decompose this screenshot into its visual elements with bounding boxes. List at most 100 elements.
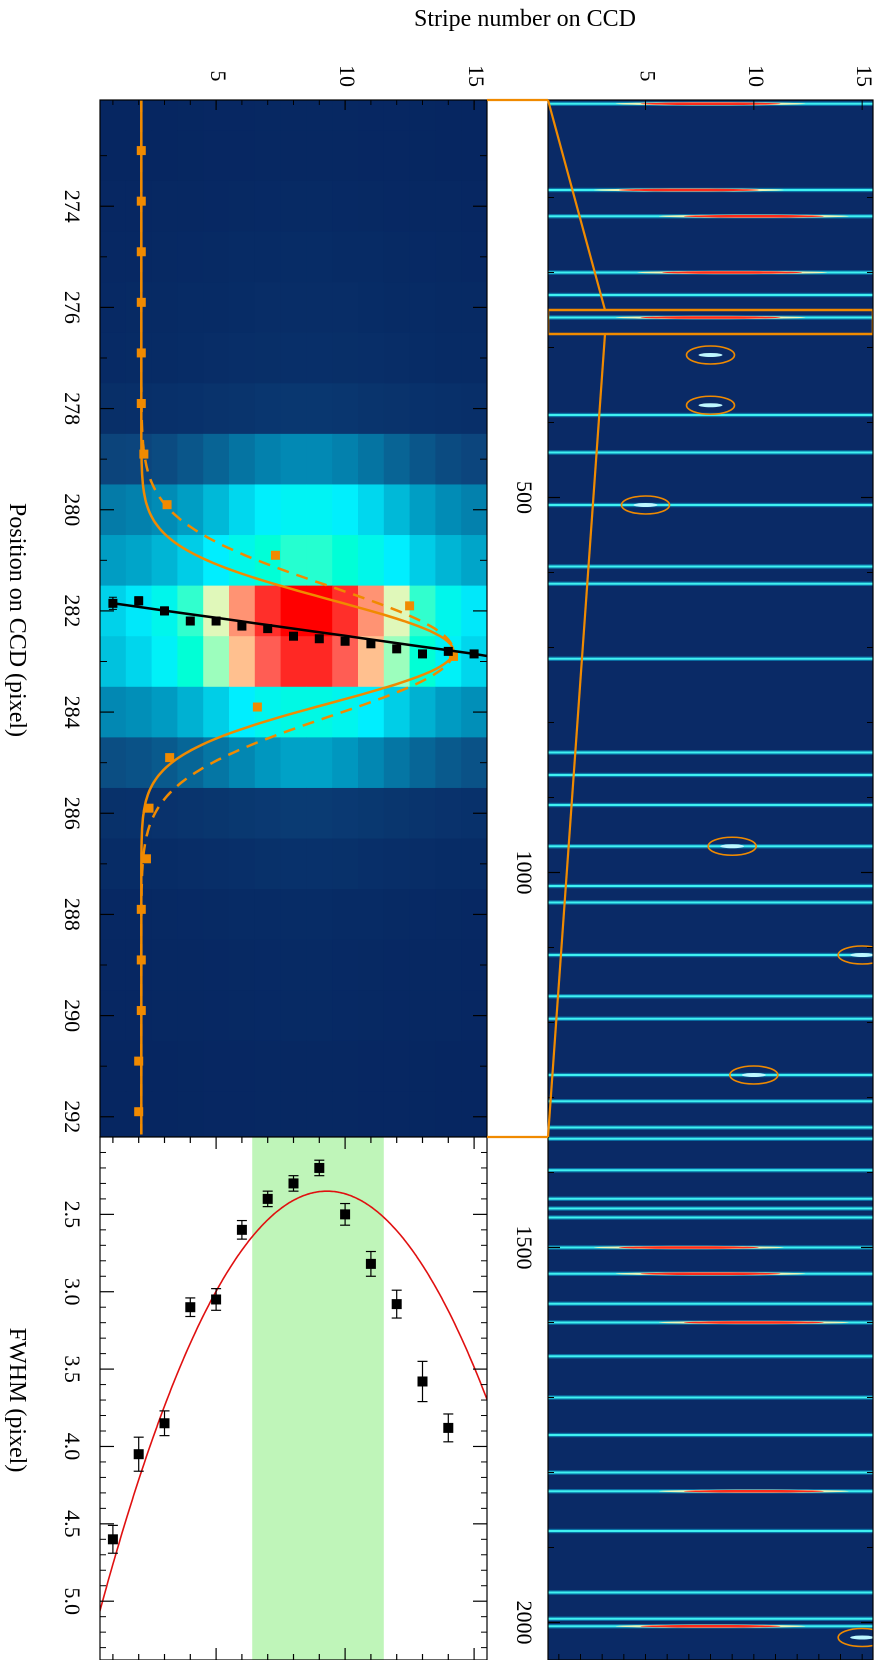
overview-line	[548, 504, 873, 506]
zoom-heatmap-cell	[435, 889, 462, 941]
zoom-heatmap-cell	[177, 787, 204, 840]
zoom-heatmap-cell	[383, 282, 411, 334]
overview-strong-line-peak	[683, 1321, 824, 1324]
zoom-heatmap-cell	[254, 180, 282, 233]
overview-feature-spot	[698, 353, 723, 357]
overview-feature-circle	[837, 1627, 873, 1648]
zoom-heatmap-cell	[306, 737, 333, 789]
fwhm-y-tick-label: 4.5	[60, 1510, 85, 1538]
zoom-heatmap-cell	[203, 889, 230, 941]
zoom-heatmap-cell	[280, 484, 307, 536]
overview-line	[548, 1126, 873, 1129]
zoom-heatmap-cell	[306, 990, 333, 1042]
overview-feature-circle	[685, 345, 736, 365]
zoom-heatmap-cell	[203, 383, 230, 435]
zoom-heatmap-cell	[435, 939, 462, 991]
zoom-y-tick-label: 290	[60, 999, 85, 1032]
overview-line	[548, 1017, 873, 1020]
zoom-center-point	[289, 631, 298, 641]
zoom-profile-point	[136, 297, 146, 307]
zoom-heatmap-cell	[151, 383, 178, 435]
zoom-heatmap-cell	[280, 838, 307, 890]
overview-line	[548, 1591, 873, 1594]
zoom-heatmap-cell	[203, 939, 230, 991]
zoom-heatmap-cell	[383, 1091, 411, 1137]
overview-line	[548, 1216, 873, 1219]
zoom-heatmap-cell	[383, 686, 411, 738]
zoom-heatmap-cell	[409, 737, 436, 789]
zoom-heatmap-cell	[358, 1091, 385, 1137]
zoom-heatmap-cell	[203, 1040, 230, 1092]
overview-line	[548, 954, 873, 956]
overview-feature-circle	[707, 836, 757, 857]
zoom-profile-point	[136, 196, 146, 206]
zoom-profile-point	[252, 702, 262, 712]
zoom-heatmap-cell	[254, 130, 282, 182]
zoom-heatmap-cell	[125, 332, 153, 384]
zoom-heatmap-cell	[435, 990, 462, 1042]
zoom-heatmap-cell	[254, 1091, 282, 1137]
zoom-heatmap-cell	[358, 990, 385, 1042]
zoom-heatmap-cell	[383, 990, 411, 1042]
zoom-heatmap-cell	[383, 889, 411, 941]
zoom-heatmap-cell	[125, 433, 153, 485]
fwhm-y-tick-label: 3.0	[60, 1278, 85, 1306]
zoom-center-point	[160, 606, 169, 616]
zoom-heatmap-cell	[151, 332, 178, 384]
zoom-heatmap-cell	[177, 433, 204, 485]
zoom-heatmap-cell	[409, 686, 436, 738]
zoom-heatmap-cell	[125, 130, 153, 182]
overview-strong-line-peak	[640, 1624, 781, 1628]
zoom-heatmap-cell	[151, 1040, 178, 1092]
fwhm-y-tick-label: 4.0	[60, 1433, 85, 1461]
zoom-center-point	[443, 646, 453, 656]
zoom-heatmap-cell	[229, 838, 256, 890]
zoom-center-point	[134, 596, 144, 606]
zoom-heatmap-cell	[358, 282, 385, 334]
zoom-center-point	[263, 624, 273, 634]
overview-feature-spot	[633, 503, 658, 507]
zoom-y-tick-label: 284	[60, 696, 85, 729]
zoom-heatmap-cell	[332, 939, 359, 991]
zoom-profile-point	[448, 651, 458, 661]
zoom-profile-point	[139, 449, 149, 459]
zoom-heatmap-cell	[177, 686, 204, 738]
zoom-heatmap-cell	[306, 130, 333, 182]
zoom-heatmap-cell	[306, 838, 333, 890]
zoom-heatmap-cell	[203, 585, 230, 637]
zoom-heatmap-cell	[409, 180, 436, 233]
zoom-heatmap-cell	[177, 889, 204, 941]
zoom-heatmap-cell	[203, 433, 230, 485]
zoom-heatmap-cell	[383, 535, 411, 587]
overview-y-tick-label: 500	[512, 481, 537, 514]
overview-feature-circle	[729, 1065, 779, 1085]
overview-feature-spot	[698, 403, 723, 408]
zoom-center-point	[211, 616, 221, 626]
fwhm-point	[133, 1449, 144, 1460]
overview-strong-line-peak	[683, 1489, 824, 1493]
overview-line	[548, 1302, 873, 1305]
zoom-heatmap-cell	[332, 433, 359, 485]
zoom-heatmap-cell	[435, 1091, 462, 1137]
connector-top-diagonal	[546, 99, 607, 311]
zoom-heatmap-cell	[203, 282, 230, 334]
overview-line	[548, 1355, 873, 1358]
zoom-heatmap-cell	[203, 332, 230, 384]
overview-line	[548, 1396, 873, 1399]
zoom-heatmap-cell	[435, 585, 462, 637]
zoom-heatmap-cell	[435, 686, 462, 738]
overview-x-tick-label: 5	[635, 71, 660, 82]
overview-feature-circle	[685, 395, 736, 416]
zoom-heatmap-cell	[125, 1091, 153, 1137]
zoom-heatmap-cell	[306, 787, 333, 840]
zoom-heatmap-cell	[306, 1040, 333, 1092]
zoom-heatmap-cell	[100, 1091, 127, 1137]
zoom-profile-point	[136, 955, 146, 965]
zoom-profile-point	[136, 904, 146, 914]
zoom-profile-point	[270, 550, 280, 560]
fwhm-point	[262, 1193, 273, 1204]
overview-feature-circle	[837, 945, 873, 965]
zoom-heatmap-cell	[358, 838, 385, 890]
overview-line	[548, 1169, 873, 1172]
overview-feature-spot	[850, 953, 873, 957]
